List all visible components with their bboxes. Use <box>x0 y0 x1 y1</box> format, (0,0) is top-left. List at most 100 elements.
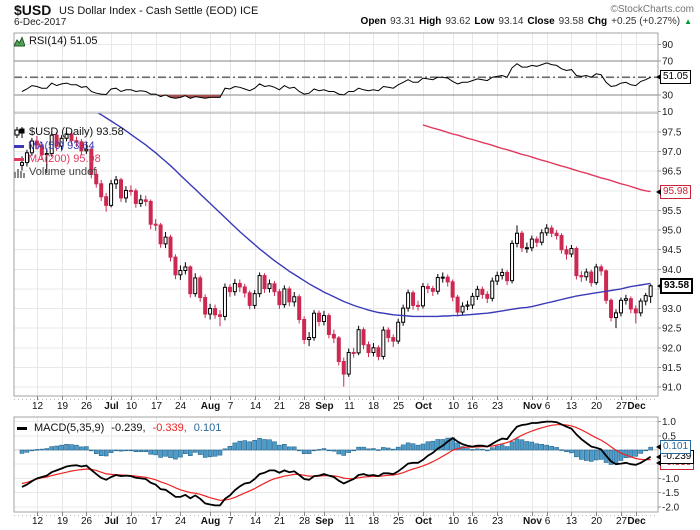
svg-text:24: 24 <box>175 401 187 412</box>
rsi-line <box>21 62 651 99</box>
svg-text:6: 6 <box>545 516 551 527</box>
price-legend: $USD (Daily) 93.58 <box>14 126 124 138</box>
chg-label: Chg <box>587 16 608 27</box>
svg-text:28: 28 <box>299 401 311 412</box>
macd-swatch-icon <box>17 426 27 430</box>
chart-title: US Dollar Index - Cash Settle (EOD) ICE <box>59 5 259 17</box>
ma50-line <box>96 113 651 318</box>
rsi-oversold-fill <box>157 94 344 99</box>
svg-text:10: 10 <box>126 516 138 527</box>
up-triangle-icon: ▲ <box>684 17 692 26</box>
svg-text:14: 14 <box>250 401 262 412</box>
svg-text:Aug: Aug <box>201 516 220 527</box>
svg-text:10: 10 <box>662 107 674 118</box>
close-value: 93.58 <box>558 16 584 27</box>
svg-text:12: 12 <box>32 401 44 412</box>
svg-text:93.0: 93.0 <box>662 304 682 315</box>
macd-hist-value: 0.101 <box>193 422 222 434</box>
svg-text:0.5: 0.5 <box>662 431 676 442</box>
svg-text:30: 30 <box>662 90 674 101</box>
svg-text:25: 25 <box>393 516 405 527</box>
svg-text:18: 18 <box>368 401 380 412</box>
svg-text:24: 24 <box>175 516 187 527</box>
svg-text:21: 21 <box>274 401 286 412</box>
macd-panel <box>14 420 658 507</box>
svg-text:17: 17 <box>151 401 163 412</box>
low-value: 93.14 <box>498 16 524 27</box>
price-panel <box>20 113 653 387</box>
macd-line <box>21 420 652 507</box>
svg-text:21: 21 <box>274 516 286 527</box>
stockcharts-credit: ©StockCharts.com <box>610 4 694 15</box>
svg-text:Sep: Sep <box>315 401 333 412</box>
svg-text:Jul: Jul <box>104 516 119 527</box>
axes: 9070301091.091.592.092.593.093.594.094.5… <box>13 32 682 527</box>
high-value: 93.62 <box>445 16 471 27</box>
gridlines <box>14 33 658 512</box>
svg-text:Nov: Nov <box>523 516 542 527</box>
svg-text:12: 12 <box>32 516 44 527</box>
svg-text:20: 20 <box>591 516 603 527</box>
svg-text:91.0: 91.0 <box>662 382 682 393</box>
ma200-legend: MA(200) 95.98 <box>14 153 101 165</box>
svg-text:13: 13 <box>566 516 578 527</box>
price-legend-label: $USD (Daily) 93.58 <box>29 126 124 138</box>
svg-text:26: 26 <box>81 401 93 412</box>
svg-text:20: 20 <box>591 401 603 412</box>
svg-text:23: 23 <box>492 516 504 527</box>
svg-text:90: 90 <box>662 40 674 51</box>
ma200-legend-label: MA(200) 95.98 <box>28 153 101 165</box>
volume-legend: Volume undef <box>14 166 96 178</box>
svg-text:10: 10 <box>448 401 460 412</box>
svg-text:-2.0: -2.0 <box>662 502 680 513</box>
svg-text:17: 17 <box>151 516 163 527</box>
open-value: 93.31 <box>390 16 416 27</box>
svg-text:70: 70 <box>662 57 674 68</box>
svg-text:1.0: 1.0 <box>662 417 676 428</box>
svg-text:14: 14 <box>250 516 262 527</box>
macd-value: -0.239, <box>111 422 146 434</box>
macd-legend: MACD(5,35,9) -0.239, -0.339, 0.101 <box>17 422 224 434</box>
high-label: High <box>419 16 442 27</box>
svg-text:11: 11 <box>344 516 355 527</box>
macd-signal-value: -0.339, <box>152 422 187 434</box>
rsi-area-icon <box>14 35 25 46</box>
svg-text:Oct: Oct <box>415 516 432 527</box>
svg-text:25: 25 <box>393 401 405 412</box>
svg-text:94.5: 94.5 <box>662 245 682 256</box>
close-label: Close <box>527 16 555 27</box>
svg-text:19: 19 <box>57 516 69 527</box>
svg-text:92.5: 92.5 <box>662 324 682 335</box>
svg-text:95.5: 95.5 <box>662 206 682 217</box>
rsi-current-tag: 51.05 <box>655 70 692 84</box>
candlestick-icon <box>14 126 25 138</box>
quote-summary: Open 93.31 High 93.62 Low 93.14 Close 93… <box>361 16 692 27</box>
svg-text:92.0: 92.0 <box>662 343 682 354</box>
svg-text:10: 10 <box>126 401 138 412</box>
svg-text:10: 10 <box>448 516 460 527</box>
svg-text:23: 23 <box>492 401 504 412</box>
chart-date: 6-Dec-2017 <box>14 17 67 28</box>
low-label: Low <box>474 16 495 27</box>
svg-text:7: 7 <box>228 401 234 412</box>
svg-text:18: 18 <box>368 516 380 527</box>
svg-text:Dec: Dec <box>627 516 646 527</box>
svg-text:Sep: Sep <box>315 516 333 527</box>
svg-text:26: 26 <box>81 516 93 527</box>
svg-text:Aug: Aug <box>201 401 220 412</box>
svg-text:6: 6 <box>545 401 551 412</box>
symbol-label: $USD <box>14 2 52 18</box>
macd-legend-label: MACD(5,35,9) <box>34 422 105 434</box>
svg-text:Dec: Dec <box>627 401 646 412</box>
rsi-legend-label: RSI(14) 51.05 <box>29 35 98 47</box>
svg-text:95.0: 95.0 <box>662 226 682 237</box>
svg-text:27: 27 <box>616 401 628 412</box>
svg-text:19: 19 <box>57 401 69 412</box>
svg-text:-1.5: -1.5 <box>662 488 680 499</box>
svg-text:Oct: Oct <box>415 401 432 412</box>
svg-text:16: 16 <box>467 401 479 412</box>
svg-text:13: 13 <box>566 401 578 412</box>
chg-value: +0.25 (+0.27%) <box>611 16 681 27</box>
